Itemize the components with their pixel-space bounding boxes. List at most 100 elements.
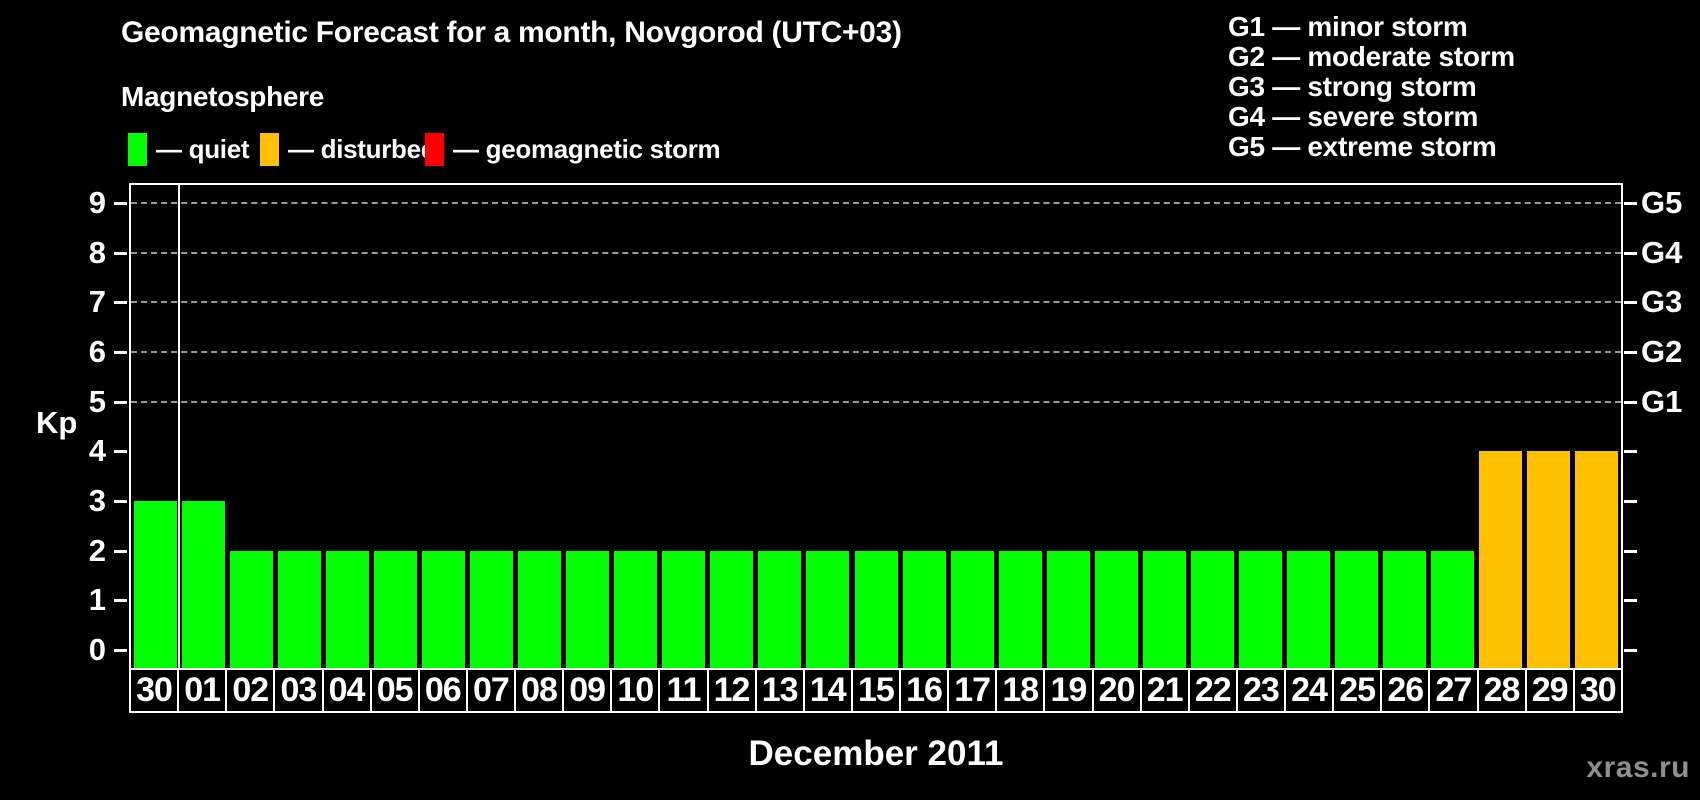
y-axis-tick-label: 4 xyxy=(88,433,106,469)
g-scale-legend-line: G1 — minor storm xyxy=(1228,11,1468,42)
day-label-cell: 14 xyxy=(802,670,851,711)
y-axis-tick-label: 8 xyxy=(88,234,106,270)
g-scale-legend-line: G3 — strong storm xyxy=(1228,71,1477,102)
kp-bar-day-25 xyxy=(1335,550,1379,668)
day-label-cell: 12 xyxy=(706,670,755,711)
day-label-cell: 21 xyxy=(1139,670,1188,711)
left-tick xyxy=(114,549,127,553)
right-tick xyxy=(1624,599,1637,603)
magnetosphere-legend-heading: Magnetosphere xyxy=(121,81,325,112)
right-tick xyxy=(1624,450,1637,454)
kp-gridline xyxy=(131,301,1621,304)
kp-bar-day-04 xyxy=(325,550,369,668)
day-label-cell: 06 xyxy=(417,670,466,711)
g-scale-axis-label: G5 xyxy=(1641,184,1683,220)
kp-gridline xyxy=(131,400,1621,403)
kp-bar-day-30 xyxy=(133,501,177,668)
kp-gridline xyxy=(131,251,1621,254)
g-scale-legend-line: G2 — moderate storm xyxy=(1228,41,1515,72)
day-label-cell: 08 xyxy=(514,670,562,711)
kp-bar-day-22 xyxy=(1190,550,1234,668)
right-tick xyxy=(1624,549,1637,553)
kp-bar-day-02 xyxy=(229,550,273,668)
y-axis-tick-label: 7 xyxy=(88,284,106,320)
kp-bar-day-19 xyxy=(1046,550,1090,668)
kp-bar-day-13 xyxy=(758,550,802,668)
day-label-cell: 25 xyxy=(1332,670,1380,711)
right-tick xyxy=(1624,649,1637,652)
day-label-cell: 17 xyxy=(947,670,995,711)
kp-bar-day-09 xyxy=(566,550,610,668)
x-axis-title: December 2011 xyxy=(748,734,1004,773)
kp-bar-day-08 xyxy=(518,550,562,668)
y-axis-tick-label: 6 xyxy=(88,333,106,369)
day-label-cell: 15 xyxy=(850,670,899,711)
left-tick xyxy=(114,251,127,255)
day-label-cell: 11 xyxy=(658,670,706,711)
kp-bar-day-01 xyxy=(181,501,225,668)
day-label-cell: 04 xyxy=(321,670,370,711)
g-scale-axis-label: G3 xyxy=(1641,284,1683,320)
day-label-cell: 05 xyxy=(369,670,418,711)
day-label-cell: 07 xyxy=(465,670,514,711)
day-label-cell: 03 xyxy=(273,670,321,711)
right-tick xyxy=(1624,350,1637,354)
month-separator-line xyxy=(178,185,181,668)
y-axis-tick-label: 0 xyxy=(88,632,106,667)
day-label-cell: 22 xyxy=(1187,670,1236,711)
legend-item-label: — disturbed xyxy=(288,133,437,164)
left-tick xyxy=(114,201,127,205)
storm-color-swatch xyxy=(425,132,444,166)
g-scale-axis-label: G2 xyxy=(1641,333,1683,369)
page-title: Geomagnetic Forecast for a month, Novgor… xyxy=(121,16,902,49)
left-tick xyxy=(114,599,127,603)
kp-bar-day-16 xyxy=(902,550,946,668)
kp-bar-day-27 xyxy=(1431,550,1475,668)
g-scale-axis-label: G1 xyxy=(1641,383,1683,419)
day-label-cell: 16 xyxy=(899,670,947,711)
kp-bar-day-06 xyxy=(421,550,465,668)
legend-item-quiet: — quiet xyxy=(128,132,250,166)
day-label-cell: 30 xyxy=(136,671,173,709)
legend-item-disturbed: — disturbed xyxy=(260,132,437,166)
day-label-cell: 18 xyxy=(995,670,1043,711)
quiet-color-swatch xyxy=(128,132,147,166)
y-axis-tick-label: 2 xyxy=(88,532,106,568)
g-scale-legend-line: G5 — extreme storm xyxy=(1228,131,1497,162)
day-label-cell: 24 xyxy=(1284,670,1332,711)
day-label-cell: 23 xyxy=(1235,670,1284,711)
left-tick xyxy=(114,350,127,354)
kp-bar-day-07 xyxy=(469,550,513,668)
y-axis-tick-label: 3 xyxy=(88,482,106,518)
right-tick xyxy=(1624,251,1637,255)
day-label-cell: 13 xyxy=(754,670,803,711)
g-scale-legend: G1 — minor storm G2 — moderate storm G3 — … xyxy=(1228,12,1515,162)
g-scale-legend-line: G4 — severe storm xyxy=(1228,101,1479,132)
kp-bar-day-20 xyxy=(1094,550,1138,668)
right-tick xyxy=(1624,499,1637,503)
left-tick xyxy=(114,400,127,404)
plot-area xyxy=(129,183,1623,668)
g-scale-axis-label: G4 xyxy=(1641,234,1683,270)
kp-gridline xyxy=(131,350,1621,353)
day-label-cell: 19 xyxy=(1043,670,1091,711)
y-axis-tick-label: 5 xyxy=(88,383,106,419)
day-label-cell: 27 xyxy=(1428,670,1476,711)
left-tick xyxy=(114,450,127,454)
kp-bar-day-03 xyxy=(277,550,321,668)
left-tick xyxy=(114,649,127,652)
x-axis-day-band: 30 01 02 03 04 05 06 07 08 09 10 11 12 13 14 15 16 17 18 19… xyxy=(129,668,1623,713)
day-label-cell: 20 xyxy=(1091,670,1140,711)
y-axis-tick-label: 1 xyxy=(88,582,106,618)
right-tick xyxy=(1624,400,1637,404)
watermark: xras.ru xyxy=(1586,751,1690,784)
kp-bar-day-11 xyxy=(662,550,706,668)
kp-bar-day-29 xyxy=(1527,451,1571,668)
kp-gridline xyxy=(131,201,1621,204)
kp-bar-day-21 xyxy=(1142,550,1186,668)
kp-bar-day-26 xyxy=(1383,550,1427,668)
kp-bar-day-24 xyxy=(1287,550,1331,668)
legend-item-label: — geomagnetic storm xyxy=(453,133,721,164)
kp-bar-day-28 xyxy=(1479,451,1523,668)
